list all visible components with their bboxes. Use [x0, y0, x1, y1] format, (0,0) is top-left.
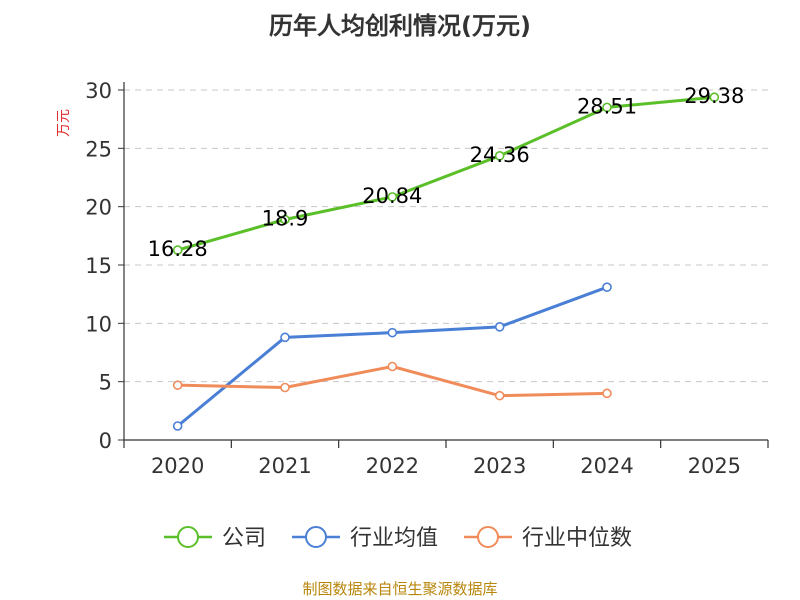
data-point: [602, 282, 612, 292]
legend: 公司 行业均值 行业中位数: [164, 526, 632, 551]
data-point: [387, 192, 398, 202]
data-point: [280, 214, 290, 225]
legend-item-1: 行业均值: [292, 526, 438, 551]
data-point: [172, 245, 183, 255]
series: [172, 92, 720, 431]
y-tick-label: 5: [99, 371, 112, 395]
data-point: [280, 382, 290, 393]
data-label: 24.36: [470, 143, 530, 167]
data-point: [280, 332, 290, 343]
y-tick-label: 10: [85, 312, 112, 336]
grid-lines: [124, 89, 768, 383]
data-label: 16.28: [148, 237, 208, 261]
data-point: [602, 102, 612, 113]
data-point: [494, 151, 505, 161]
x-tick-label: 2024: [580, 454, 633, 478]
y-axis-label: 万元: [56, 109, 72, 137]
series-line-1: [176, 285, 608, 428]
data-point: [387, 327, 398, 338]
chart-title: 历年人均创利情况(万元): [269, 12, 531, 40]
data-label: 20.84: [362, 184, 422, 208]
x-tick-label: 2025: [688, 454, 741, 478]
legend-label: 公司: [222, 526, 266, 551]
data-label: 29.38: [684, 84, 744, 108]
data-label: 28.51: [577, 94, 637, 118]
data-point: [494, 322, 505, 332]
legend-marker: [177, 526, 199, 548]
data-point: [602, 388, 612, 399]
x-tick-label: 2023: [473, 454, 526, 478]
y-tick-label: 30: [85, 79, 112, 103]
y-tick-label: 25: [85, 137, 112, 161]
data-point: [709, 92, 720, 103]
x-tick-label: 2020: [151, 454, 204, 478]
series-line-0: [177, 95, 715, 252]
x-tick-label: 2021: [258, 454, 311, 478]
data-label: 18.9: [262, 207, 309, 231]
legend-marker: [305, 526, 327, 548]
data-point: [387, 361, 398, 372]
legend-item-2: 行业中位数: [464, 526, 632, 551]
y-tick-label: 0: [99, 429, 112, 453]
data-point: [172, 421, 183, 431]
y-tick-label: 20: [85, 196, 112, 220]
source-note: 制图数据来自恒生聚源数据库: [302, 580, 498, 598]
data-labels: 16.28 18.9 20.84 24.36 28.51 29.38: [148, 84, 745, 261]
legend-marker: [477, 526, 499, 548]
legend-label: 行业均值: [350, 526, 438, 551]
y-tick-label: 15: [85, 254, 112, 278]
legend-item-0: 公司: [164, 526, 266, 551]
x-tick-label: 2022: [366, 454, 419, 478]
data-point: [494, 390, 505, 401]
data-point: [172, 380, 183, 390]
legend-label: 行业中位数: [522, 526, 632, 551]
